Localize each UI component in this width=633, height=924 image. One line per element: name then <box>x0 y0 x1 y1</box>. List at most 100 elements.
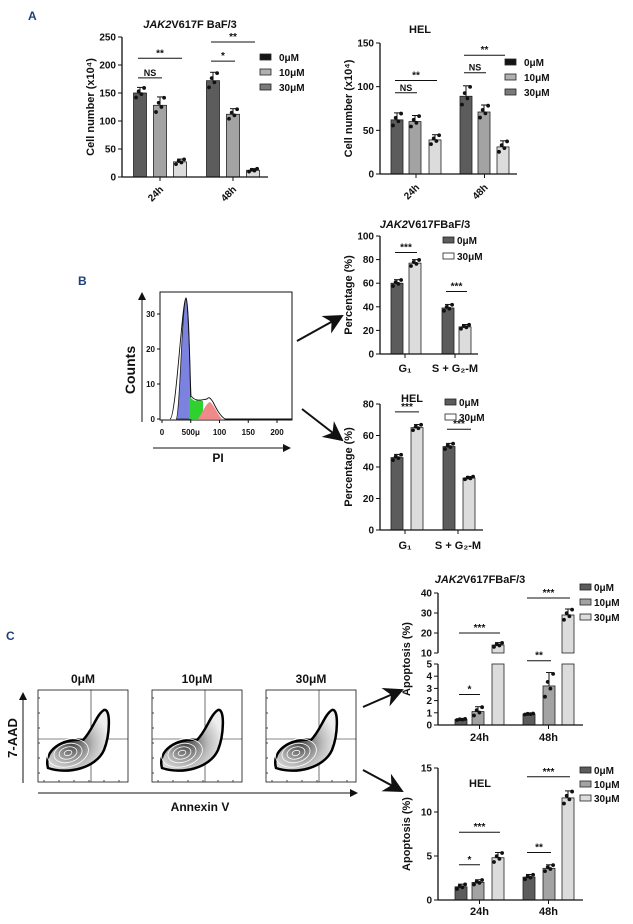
y-tick-label: 60 <box>363 279 375 290</box>
flow-plot-title: 30μM <box>296 672 327 686</box>
y-axis-label: Percentage (%) <box>343 427 355 507</box>
x-tick-label: G₁ <box>398 540 412 552</box>
chart-title-text: HEL <box>469 778 491 790</box>
y-tick-label: 3 <box>426 684 432 695</box>
flow-density-population <box>274 708 339 772</box>
data-point <box>212 80 217 85</box>
bar <box>206 80 220 178</box>
legend-swatch <box>504 88 517 96</box>
legend-swatch <box>579 766 592 774</box>
data-point <box>543 694 547 699</box>
data-point <box>142 86 147 90</box>
y-axis-label: Cell number (x10⁴) <box>343 59 355 157</box>
y-tick-label: 100 <box>357 82 374 93</box>
data-point <box>480 107 485 112</box>
histogram-x-tick-label: 100 <box>213 428 227 437</box>
x-tick-label: S + G₂-M <box>432 363 478 375</box>
legend-label: 0μM <box>594 766 614 777</box>
data-point <box>497 149 501 154</box>
flow-plot-1: 10μM <box>151 672 243 783</box>
legend-label: 30μM <box>459 413 485 424</box>
chart-b2: HEL Percentage (%) 0 20 40 60 80 G₁ S + G₂-M *** *… <box>343 393 485 552</box>
y-tick-label: 0 <box>110 173 116 184</box>
y-tick-label: 200 <box>99 61 116 72</box>
data-point <box>431 136 436 141</box>
data-point <box>154 110 158 114</box>
data-point <box>232 113 237 118</box>
histogram-frame <box>159 291 293 421</box>
legend-label: 0μM <box>459 398 479 409</box>
data-point <box>182 157 187 162</box>
bar <box>226 113 240 178</box>
y-tick-label: 100 <box>357 232 374 243</box>
flow-contour <box>275 738 317 768</box>
data-point <box>411 260 416 264</box>
data-point <box>543 869 547 874</box>
x-tick-label: G₁ <box>398 363 412 375</box>
data-point <box>477 710 482 715</box>
cell-cycle-histogram <box>138 291 293 452</box>
flow-density-population <box>46 708 111 772</box>
data-point <box>531 872 535 877</box>
data-point <box>474 708 479 713</box>
data-point <box>252 168 257 173</box>
data-point <box>460 885 465 890</box>
bar <box>477 111 491 175</box>
y-tick-label: 80 <box>363 400 375 411</box>
flow-contour <box>167 742 197 764</box>
data-point <box>483 111 488 116</box>
y-tick-label: 250 <box>99 33 116 44</box>
chart-title-gene: JAK2 <box>380 219 408 231</box>
significance-label: * <box>468 855 472 866</box>
bar <box>542 867 556 901</box>
data-point <box>472 713 476 718</box>
data-point <box>486 103 490 108</box>
data-point <box>393 280 398 285</box>
y-tick-label: 5 <box>426 852 432 863</box>
y-tick-label: 10 <box>421 808 433 819</box>
flow-plot-title: 10μM <box>182 672 213 686</box>
y-tick-label: 10 <box>421 649 433 660</box>
significance-label: ** <box>535 651 543 662</box>
data-point <box>399 111 403 116</box>
chart-title-text: V617FBaF/3 <box>463 574 525 586</box>
data-point <box>499 143 504 147</box>
chart-title: JAK2V617FBaF/3 <box>380 219 471 231</box>
data-point <box>562 801 566 806</box>
y-tick-label: 60 <box>363 431 375 442</box>
data-point <box>391 458 395 462</box>
y-tick-label: 100 <box>99 117 116 128</box>
chart-title: JAK2V617FBaF/3 <box>435 574 526 586</box>
y-tick-label: 40 <box>363 463 375 474</box>
data-point <box>442 308 446 313</box>
arrow-to-c2 <box>362 769 404 792</box>
flow-plot-2: 30μM <box>265 672 357 783</box>
data-point <box>460 102 464 107</box>
bar <box>408 121 422 175</box>
data-point <box>462 91 467 96</box>
flow-contour <box>47 738 89 768</box>
significance-label: ** <box>481 45 489 56</box>
data-point <box>505 139 509 144</box>
legend-swatch <box>259 53 272 61</box>
y-tick-label: 150 <box>357 39 374 50</box>
histogram-x-label: PI <box>212 451 223 465</box>
panel-label-c: C <box>6 629 15 643</box>
data-point <box>492 860 496 864</box>
chart-title-text: V617FBaF/3 <box>408 219 470 231</box>
bar <box>410 427 424 531</box>
bar <box>408 262 422 355</box>
data-point <box>570 607 574 612</box>
significance-label: ** <box>156 48 164 59</box>
data-point <box>139 92 144 97</box>
data-point <box>468 84 472 89</box>
histogram-y-tick-label: 10 <box>146 380 155 389</box>
data-point <box>562 617 566 622</box>
significance-label: *** <box>453 419 465 430</box>
significance-label: *** <box>400 243 412 254</box>
arrow-to-b1 <box>296 315 344 342</box>
bar <box>390 457 404 531</box>
arrow-to-b2 <box>301 408 344 442</box>
data-point <box>409 264 413 268</box>
